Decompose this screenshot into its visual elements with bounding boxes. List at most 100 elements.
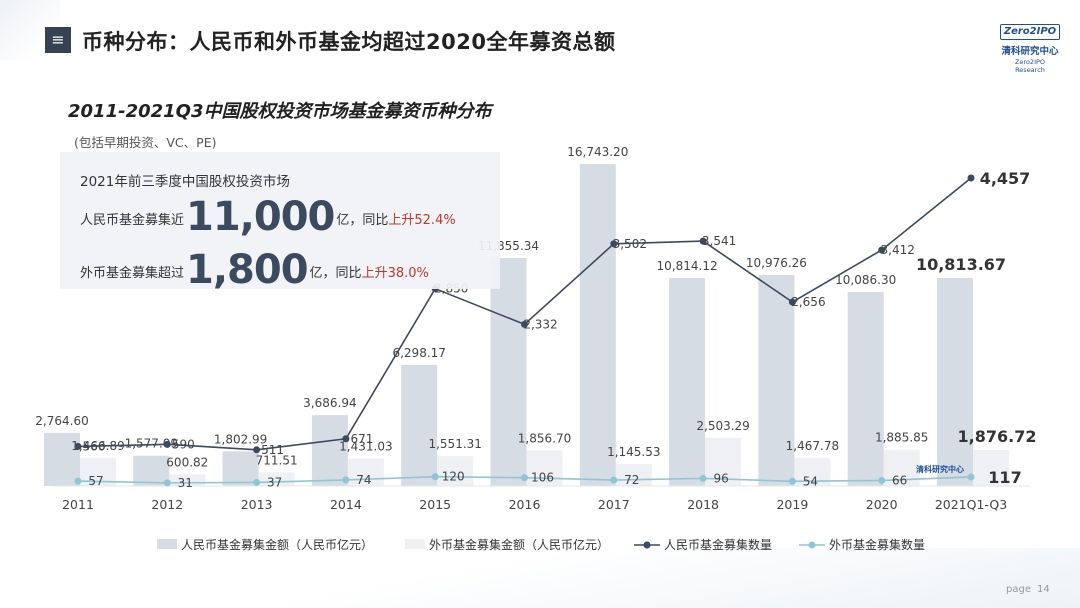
fx-amount-bar (437, 456, 474, 486)
fx-amount-label: 1,856.70 (518, 431, 571, 445)
x-tick-label: 2016 (509, 497, 541, 512)
callout-heading: 2021年前三季度中国股权投资市场 (80, 174, 290, 190)
fx-count-label: 120 (442, 470, 465, 484)
rmb-amount-bar (669, 278, 706, 486)
fx-amount-bar (347, 458, 384, 486)
rmb-count-point (521, 320, 528, 328)
fx-amount-label: 711.51 (256, 453, 298, 467)
rmb-count-label: 2,656 (791, 295, 825, 309)
page-title: 币种分布：人民币和外币基金均超过2020全年募资总额 (82, 30, 616, 54)
rmb-count-label: 590 (172, 437, 195, 451)
rmb-amount-label: 10,976.26 (746, 256, 807, 270)
rmb-amount-label: 10,814.12 (657, 259, 718, 273)
fx-amount-label: 1,876.72 (958, 427, 1037, 446)
fx-count-point (163, 479, 171, 487)
rmb-amount-bar (222, 451, 259, 486)
legend-rmb-count-label: 人民币基金募集数量 (664, 537, 772, 552)
rmb-amount-bar (579, 164, 616, 486)
rmb-count-point (967, 174, 975, 182)
rmb-amount-label: 1,577.09 (125, 437, 178, 451)
x-tick-label: 2013 (241, 497, 273, 512)
chart-watermark-logo: 清科研究中心 (916, 464, 964, 474)
rmb-amount-bar (133, 455, 170, 486)
rmb-count-point (878, 246, 886, 254)
rmb-count-point (253, 446, 261, 454)
rmb-amount-bar (44, 432, 80, 486)
x-tick-label: 2011 (62, 497, 94, 512)
fx-amount-bar (973, 449, 1009, 486)
rmb-amount-bar (401, 364, 438, 486)
legend-fx-amount-label: 外币基金募集金额（人民币亿元） (429, 537, 609, 552)
x-tick-label: 2012 (151, 497, 183, 512)
rmb-count-label: 560 (83, 439, 106, 453)
rmb-count-label: 3,502 (613, 237, 647, 251)
x-tick-label: 2018 (687, 497, 719, 512)
fx-big-value: 1,800 (186, 247, 309, 293)
rmb-count-label: 2,332 (523, 317, 557, 331)
fx-amount-label: 2,503.29 (696, 419, 749, 433)
rmb-amount-label: 6,298.17 (392, 346, 445, 360)
legend-fx-amount-swatch (405, 539, 425, 549)
rmb-change: 上升52.4% (388, 213, 456, 228)
fx-count-point (699, 474, 707, 482)
rmb-count-label: 4,457 (980, 169, 1031, 188)
fx-amount-label: 600.82 (166, 455, 208, 469)
rmb-count-label: 511 (261, 443, 284, 457)
fx-count-label: 37 (267, 475, 282, 489)
legend-rmb-count-marker (643, 541, 651, 549)
rmb-amount-label: 10,813.67 (916, 255, 1006, 274)
fx-count-point (431, 473, 439, 481)
fx-count-label: 57 (88, 474, 103, 488)
rmb-amount-label: 10,086.30 (835, 273, 896, 287)
fx-mid: 亿，同比 (309, 266, 362, 281)
rmb-prefix: 人民币基金募集近 (80, 213, 185, 228)
fx-count-point (967, 473, 975, 481)
fx-amount-label: 1,551.31 (428, 437, 481, 451)
rmb-count-label: 3,412 (881, 243, 915, 257)
rmb-count-label: 671 (350, 432, 373, 446)
rmb-amount-bar (758, 274, 795, 486)
callout-rmb-line: 人民币基金募集近11,000 亿，同比上升52.4% (80, 194, 456, 240)
fx-count-label: 96 (713, 471, 728, 485)
chart-subtitle: (包括早期投资、VC、PE) (74, 135, 217, 150)
fx-count-point (878, 476, 886, 484)
fx-count-label: 106 (531, 471, 554, 485)
watermark-text: 清科研究中心 (916, 464, 964, 474)
x-tick-label: 2019 (776, 497, 808, 512)
background-accent-bottom (0, 548, 1080, 608)
fx-count-label: 31 (178, 476, 193, 490)
fx-count-label: 117 (988, 468, 1021, 487)
fx-count-label: 66 (892, 473, 907, 487)
logo-wordmark: Zero2IPO (1000, 24, 1060, 40)
logo-chinese-name: 清科研究中心 (1001, 46, 1059, 57)
rmb-count-point (699, 237, 707, 245)
fx-change: 上升38.0% (361, 266, 429, 281)
fx-amount-bar (169, 474, 206, 486)
fx-count-point (788, 477, 796, 485)
fx-amount-label: 1,885.85 (875, 431, 928, 445)
x-tick-label: 2014 (330, 497, 362, 512)
fx-count-label: 74 (356, 473, 371, 487)
summary-callout: 2021年前三季度中国股权投资市场 人民币基金募集近11,000 亿，同比上升52… (60, 152, 500, 293)
x-tick-label: 2021Q1-Q3 (935, 497, 1007, 512)
rmb-count-point (788, 298, 796, 306)
fx-count-point (74, 477, 82, 485)
menu-icon: ≡ (45, 27, 71, 53)
legend-fx-count-marker (808, 541, 816, 549)
zero2ipo-logo: Zero2IPO 清科研究中心 Zero2IPO Research (1000, 24, 1060, 74)
fx-amount-label: 1,145.53 (607, 445, 660, 459)
fx-amount-bar (526, 450, 563, 486)
rmb-count-point (74, 442, 82, 450)
fx-count-point (610, 476, 618, 484)
rmb-amount-bar (490, 258, 527, 486)
fx-amount-label: 1,431.03 (339, 439, 392, 453)
legend-fx-count-label: 外币基金募集数量 (829, 537, 925, 552)
fx-count-point (521, 474, 528, 482)
page-value: 14 (1036, 584, 1050, 595)
rmb-amount-label: 16,743.20 (567, 145, 628, 159)
rmb-big-value: 11,000 (186, 194, 335, 240)
rmb-count-label: 3,541 (702, 234, 736, 248)
fx-count-point (253, 478, 261, 486)
rmb-count-point (342, 435, 350, 443)
rmb-amount-label: 1,802.99 (214, 432, 267, 446)
